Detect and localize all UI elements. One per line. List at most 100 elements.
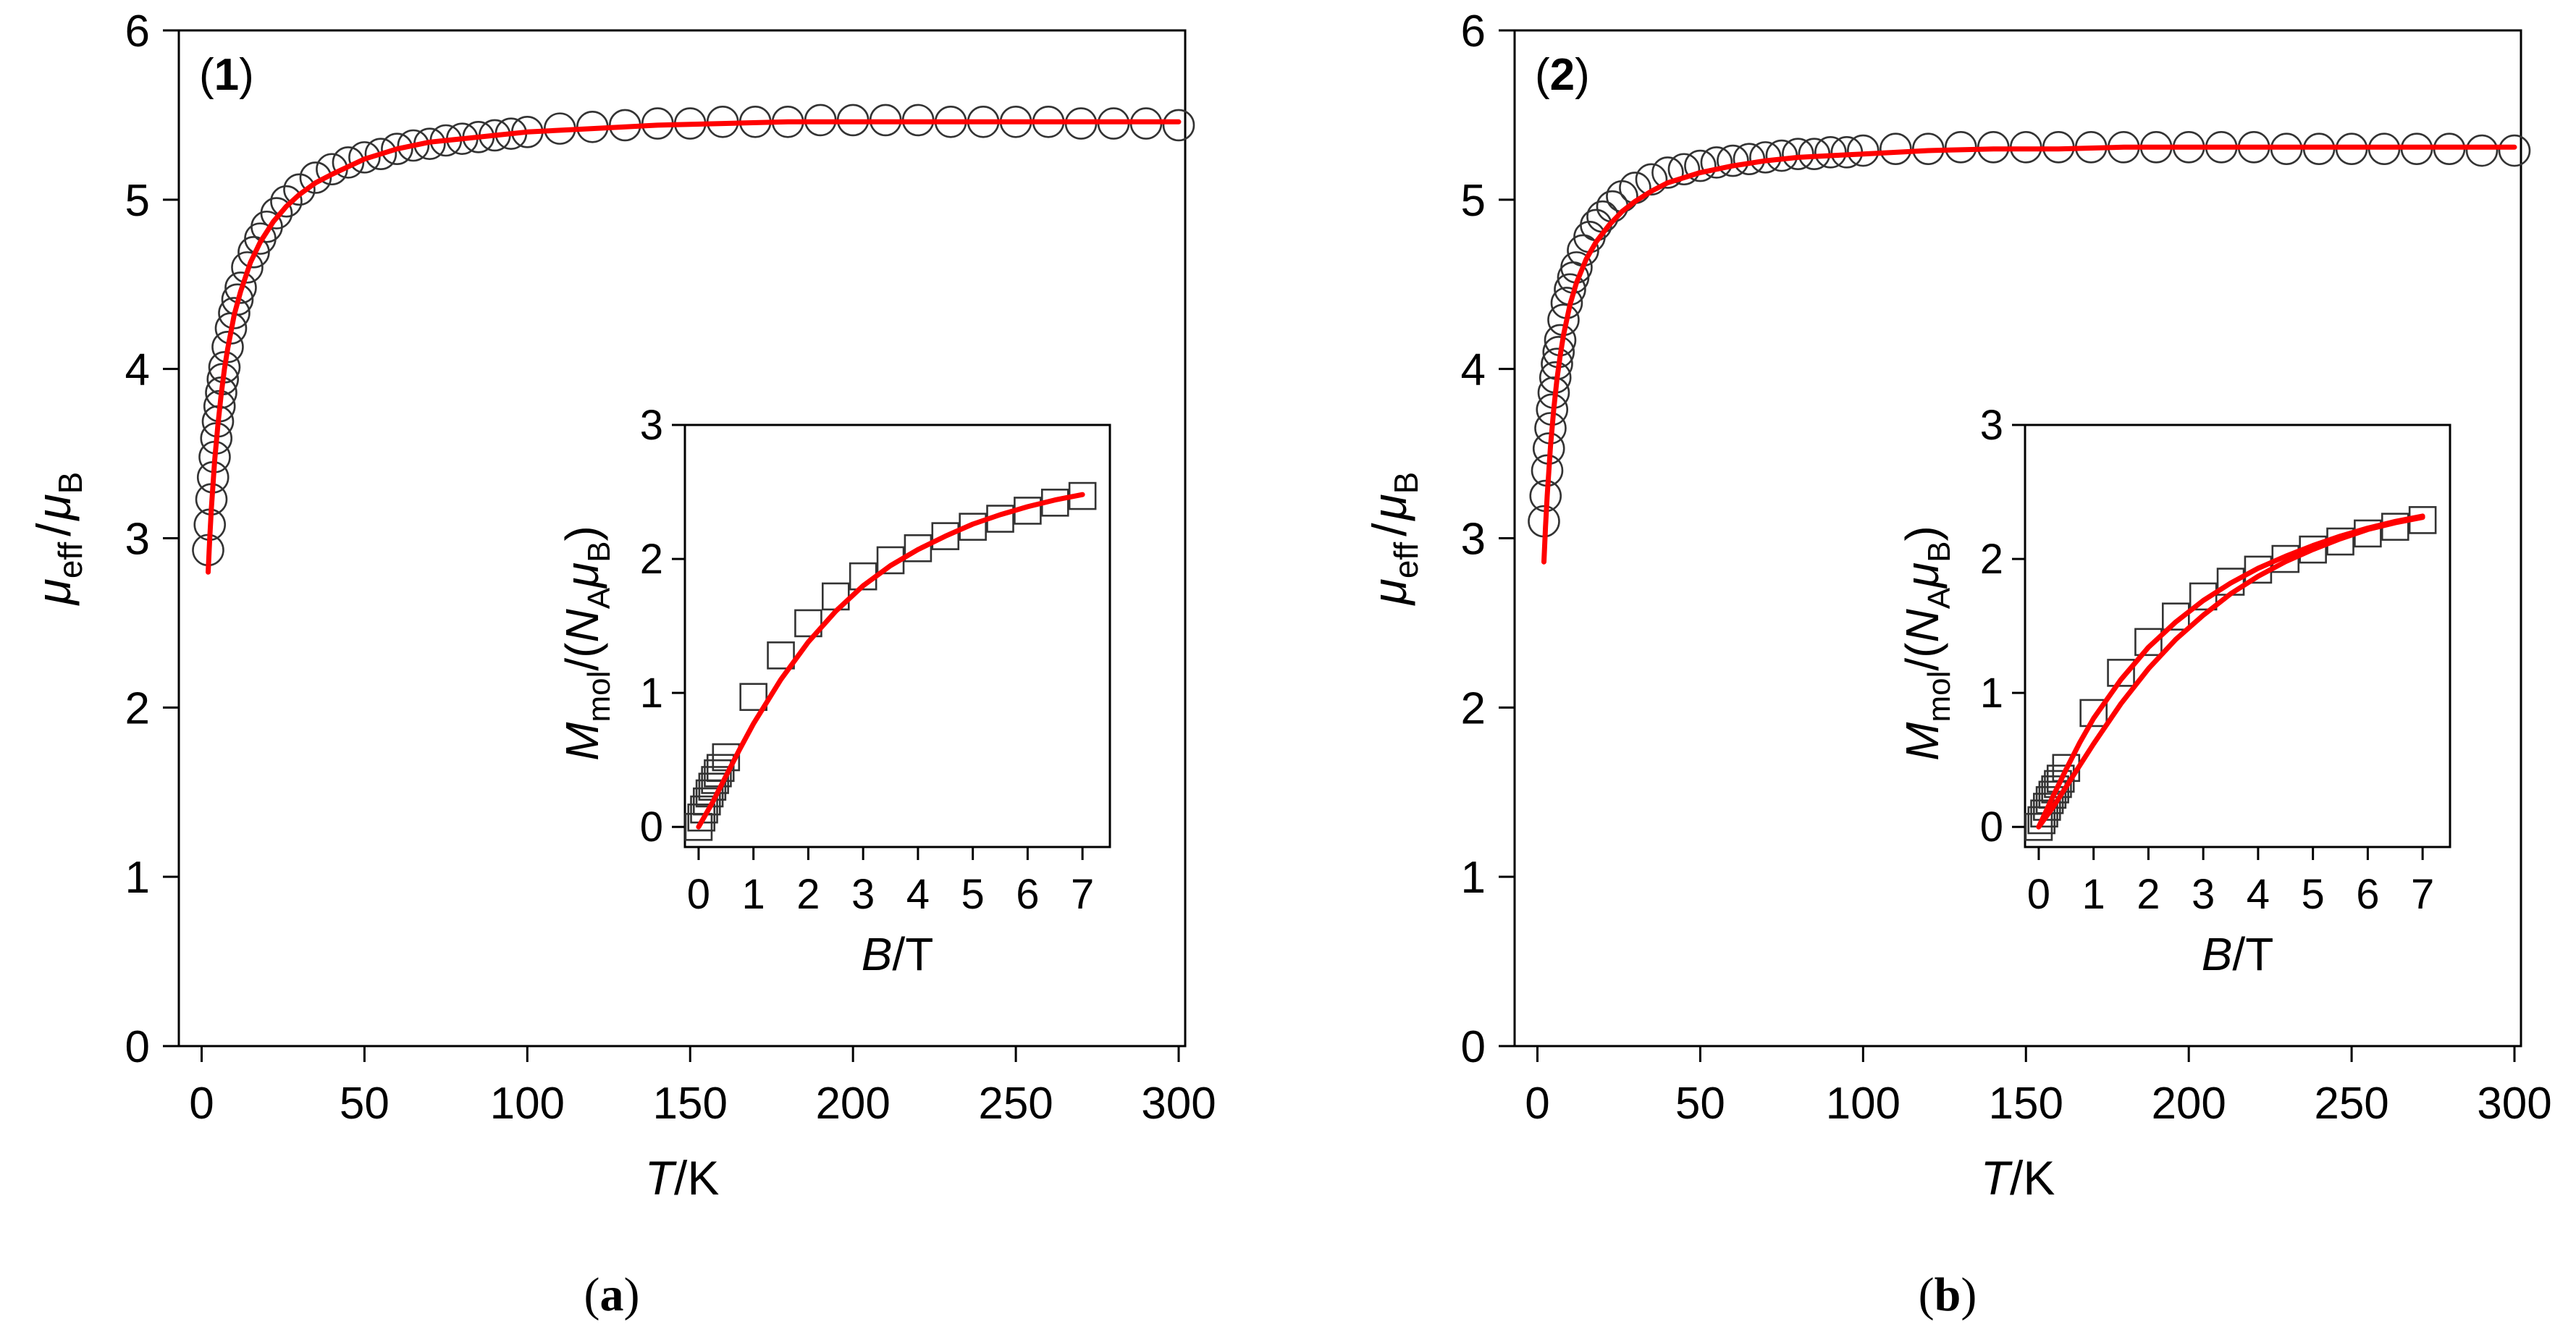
data-point — [1717, 144, 1749, 177]
inset-y-axis-denominator-subscript: A — [1922, 587, 1957, 609]
inset-y-axis-denominator-2-subscript: B — [1922, 542, 1957, 562]
x-tick-label: 0 — [1525, 1079, 1549, 1129]
inset-y-axis-subscript: mol — [581, 671, 617, 722]
inset-y-axis-denominator-2-subscript: B — [581, 542, 617, 562]
compound-label-open: ( — [1535, 50, 1550, 100]
x-axis-variable: T — [645, 1151, 678, 1205]
data-point — [1700, 146, 1733, 179]
fit-curve — [1541, 144, 2517, 565]
inset-x-axis-label: B/T — [2202, 928, 2274, 980]
inset-y-axis-slash: /( — [556, 643, 608, 671]
data-point — [1814, 136, 1847, 169]
data-point — [1635, 163, 1668, 196]
x-tick-label: 200 — [2151, 1079, 2226, 1129]
x-tick-label: 50 — [340, 1079, 390, 1129]
data-point — [218, 297, 251, 329]
panel-caption-close: ) — [1961, 1268, 1977, 1321]
data-point — [2498, 134, 2531, 167]
y-tick-label: 4 — [1461, 345, 1486, 395]
inset-plot-frame — [2024, 424, 2451, 848]
y-axis-variable: μ — [1363, 578, 1416, 606]
inset-y-tick-label: 3 — [640, 402, 663, 449]
inset-x-tick-label: 4 — [2247, 871, 2270, 918]
panel-caption: (b) — [1919, 1268, 1977, 1321]
y-tick-label: 6 — [125, 7, 150, 56]
inset-data-point — [2107, 659, 2135, 687]
inset-data-point — [904, 534, 933, 562]
panel-caption-open: ( — [1919, 1268, 1935, 1321]
inset-y-tick-label: 1 — [1980, 670, 2003, 717]
data-point — [1847, 134, 1880, 167]
data-point — [348, 141, 381, 174]
inset-data-point — [687, 803, 716, 832]
panel-caption-open: ( — [584, 1268, 600, 1321]
y-axis-label: μeff/μB — [1363, 472, 1425, 607]
inset-y-axis-label: Mmol/(NAμB) — [1896, 526, 1957, 761]
inset-y-axis-close: ) — [556, 526, 608, 541]
x-tick-label: 50 — [1675, 1079, 1725, 1129]
inset-x-tick-label: 4 — [906, 871, 930, 918]
inset-data-point — [739, 683, 767, 712]
y-axis-slash: / — [27, 523, 80, 536]
x-tick-label: 200 — [815, 1079, 890, 1129]
y-tick-label: 6 — [1461, 7, 1486, 56]
panel-caption-letter: a — [600, 1268, 624, 1321]
inset-x-tick-label: 7 — [1071, 871, 1094, 918]
inset-y-axis-denominator: N — [1896, 609, 1948, 643]
x-tick-label: 150 — [653, 1079, 728, 1129]
panel-caption: (a) — [584, 1268, 640, 1321]
y-tick-label: 3 — [1461, 515, 1486, 565]
inset-plot-frame — [683, 424, 1111, 848]
inset-x-tick-label: 5 — [2302, 871, 2325, 918]
x-tick-label: 100 — [1826, 1079, 1901, 1129]
inset-data-point — [2134, 628, 2163, 657]
x-axis-label: T/K — [1981, 1151, 2055, 1205]
inset-data-point — [2271, 544, 2300, 573]
y-tick-label: 4 — [125, 345, 150, 395]
x-tick-label: 250 — [2314, 1079, 2388, 1129]
y-axis-variable: μ — [27, 578, 80, 606]
inset-x-tick-label: 2 — [796, 871, 820, 918]
y-tick-label: 0 — [1461, 1022, 1486, 1072]
x-tick-label: 150 — [1989, 1079, 2063, 1129]
inset-data-point — [767, 641, 795, 670]
inset-x-axis-slash: / — [2232, 928, 2245, 980]
x-axis-label: T/K — [645, 1151, 720, 1205]
data-point — [1880, 132, 1912, 165]
inset-x-axis-variable: B — [862, 928, 893, 980]
inset-x-axis-label: B/T — [862, 928, 934, 980]
x-tick-label: 0 — [189, 1079, 214, 1129]
inset-y-axis-denominator-2: μ — [1896, 562, 1948, 589]
y-tick-label: 2 — [1461, 683, 1486, 733]
compound-label-close: ) — [239, 50, 254, 100]
y-tick-label: 5 — [125, 176, 150, 226]
y-axis-denominator-subscript: B — [51, 472, 89, 494]
x-tick-label: 250 — [978, 1079, 1053, 1129]
y-tick-label: 1 — [1461, 853, 1486, 903]
y-axis-subscript: eff — [51, 542, 89, 579]
inset-y-axis-variable: M — [1896, 722, 1948, 761]
inset-x-tick-label: 1 — [2082, 871, 2105, 918]
panel-caption-close: ) — [624, 1268, 640, 1321]
inset-y-axis-denominator-subscript: A — [581, 587, 617, 609]
x-axis-slash: / — [674, 1151, 688, 1205]
panel-caption-letter: b — [1935, 1268, 1961, 1321]
data-point — [1651, 156, 1684, 189]
inset-data-point — [706, 754, 735, 783]
y-axis-denominator: μ — [1363, 494, 1416, 521]
inset-x-tick-label: 6 — [2356, 871, 2379, 918]
data-point — [1586, 200, 1619, 233]
compound-label: (2) — [1535, 50, 1590, 100]
data-point — [270, 185, 303, 218]
inset-y-axis-denominator: N — [556, 609, 608, 643]
x-axis-unit: K — [2023, 1151, 2055, 1205]
data-point — [283, 173, 316, 206]
inset-data-point — [959, 513, 987, 541]
fit-curve — [206, 119, 1182, 575]
y-axis-denominator-subscript: B — [1387, 472, 1425, 494]
inset-x-axis-slash: / — [892, 928, 905, 980]
y-tick-label: 5 — [1461, 176, 1486, 226]
